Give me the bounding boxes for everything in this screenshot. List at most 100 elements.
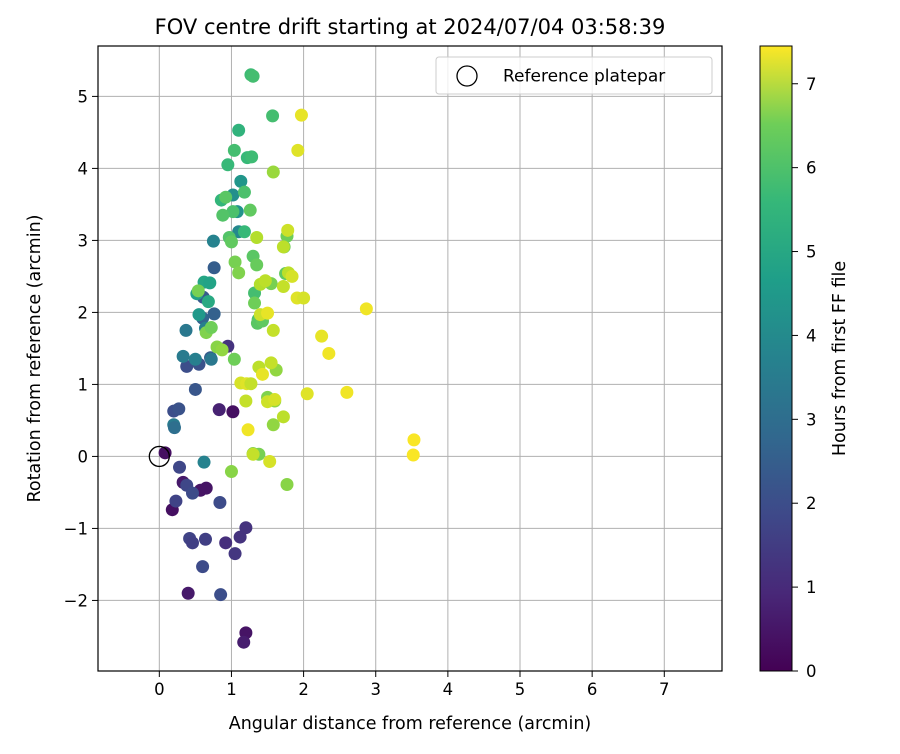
data-point [197,455,211,469]
colorbar-tick-label: 0 [806,662,817,681]
data-point [340,385,354,399]
data-point [158,446,172,460]
data-point [244,377,258,391]
data-point [188,382,202,396]
data-point [219,536,233,550]
data-point [173,460,187,474]
plot-frame [97,45,723,672]
data-point [206,234,220,248]
x-tick-label: 7 [659,680,670,699]
data-point [207,261,221,275]
y-tick-label: −2 [64,591,88,610]
data-point [246,69,260,83]
data-point [300,387,314,401]
data-point [294,108,308,122]
y-axis-label: Rotation from reference (arcmin) [25,215,45,503]
data-point [181,586,195,600]
x-axis-label: Angular distance from reference (arcmin) [229,714,592,734]
y-tick-label: 5 [78,87,89,106]
colorbar-tick-label: 1 [806,578,817,597]
reference-marker [148,445,170,468]
x-tick-label: 3 [370,680,381,699]
data-point [359,302,373,316]
x-tick-label: 6 [587,680,598,699]
data-point [246,447,260,461]
y-tick-label: 3 [78,231,89,250]
data-point [227,143,241,157]
y-axis-ticks: −2 −1 0 1 2 3 4 5 [64,87,98,610]
data-point [285,269,299,283]
data-point [186,536,200,550]
data-point [196,560,210,574]
data-point [204,321,218,335]
data-point [315,329,329,343]
colorbar-gradient [759,45,793,672]
data-point [255,367,269,381]
data-point [297,291,311,305]
y-tick-label: 1 [78,375,89,394]
data-point [207,307,221,321]
colorbar-tick-label: 2 [806,494,817,513]
data-point [281,223,295,237]
data-point [268,393,282,407]
data-point [221,158,235,172]
data-point [215,343,229,357]
data-point [226,405,240,419]
data-point [232,266,246,280]
data-point [179,323,193,337]
colorbar-tick-label: 4 [806,326,817,345]
data-point [261,306,275,320]
legend: Reference platepar [435,56,713,95]
data-point [250,258,264,272]
data-point [214,588,228,602]
data-point [233,530,247,544]
data-point [276,279,290,293]
x-tick-label: 1 [226,680,237,699]
data-point [264,356,278,370]
chart-title: FOV centre drift starting at 2024/07/04 … [155,15,666,39]
data-point [237,635,251,649]
data-point [212,403,226,417]
data-point [227,352,241,366]
data-point [276,410,290,424]
data-point [226,205,240,219]
y-tick-label: 4 [78,159,89,178]
data-point [219,190,233,204]
data-point [250,231,264,245]
data-point [291,143,305,157]
data-point [406,448,420,462]
colorbar-tick-label: 3 [806,410,817,429]
data-point [213,496,227,510]
data-point [407,433,421,447]
x-tick-label: 0 [154,680,165,699]
data-point [237,225,251,239]
data-point [248,296,262,310]
data-point [186,486,200,500]
data-point [266,109,280,123]
data-point [237,185,251,199]
colorbar: 0 1 2 3 4 5 6 7 Hours from first FF file [759,45,850,681]
data-point [228,255,242,269]
y-tick-label: −1 [64,519,88,538]
legend-box [435,56,713,95]
x-tick-label: 5 [515,680,526,699]
data-point [224,235,238,249]
data-points [158,68,421,649]
data-point [245,150,259,164]
data-point [266,323,280,337]
data-point [216,208,230,222]
data-point [172,402,186,416]
data-point [180,359,194,373]
colorbar-tick-label: 6 [806,159,817,178]
data-point [169,494,183,508]
y-tick-label: 2 [78,303,89,322]
data-point [243,203,257,217]
colorbar-label: Hours from first FF file [830,261,850,456]
data-point [322,346,336,360]
data-point [239,521,253,535]
data-point [276,240,290,254]
data-point [228,547,242,561]
data-point [266,165,280,179]
